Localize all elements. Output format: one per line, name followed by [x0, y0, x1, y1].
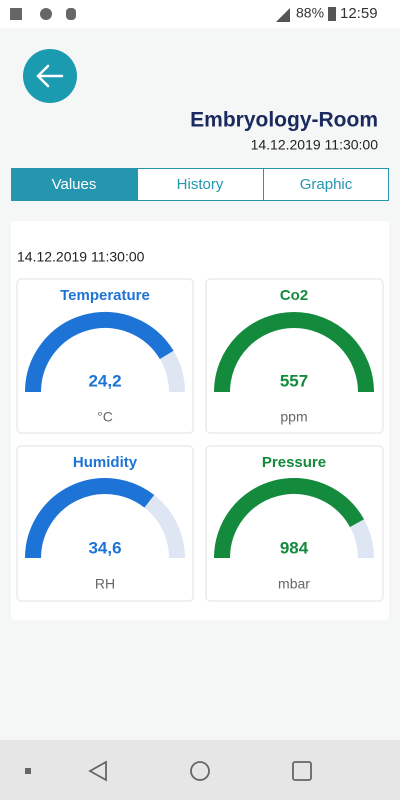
- gauge-fill: [214, 312, 374, 393]
- gauge-value: 34,6: [88, 538, 121, 557]
- card: [205, 445, 384, 602]
- card: [205, 278, 384, 434]
- battery-icon: [328, 7, 336, 21]
- time-text: 12:59: [340, 5, 378, 22]
- card: [16, 278, 194, 434]
- gauge-fill: [25, 478, 155, 559]
- nav-menu[interactable]: [25, 768, 31, 774]
- status-icon: [40, 8, 52, 20]
- gauge-value: 557: [280, 371, 308, 390]
- card: [16, 445, 194, 602]
- nav-recents[interactable]: [292, 761, 312, 781]
- gauge-value: 984: [280, 538, 309, 557]
- gauge-title: Pressure: [262, 454, 326, 471]
- nav-home[interactable]: [190, 761, 210, 781]
- panel-datetime: 14.12.2019 11:30:00: [17, 249, 145, 265]
- room-title: Embryology-Room: [190, 109, 378, 132]
- nav-bar: [0, 740, 400, 800]
- gauge-unit: °C: [97, 409, 113, 425]
- signal-icon: [276, 8, 290, 22]
- gauge-card: Co2 557 ppm: [205, 278, 384, 434]
- tab[interactable]: [11, 168, 138, 201]
- gauge-title: Co2: [280, 287, 308, 304]
- tab-label: Values: [52, 176, 97, 193]
- gauge-fill: [25, 312, 174, 393]
- gauge-card: Pressure 984 mbar: [205, 445, 384, 602]
- gauge-fill: [214, 477, 364, 559]
- gauge-card: Humidity 34,6 RH: [16, 445, 194, 602]
- back-arrow: [36, 64, 64, 88]
- tab-label: History: [177, 176, 224, 193]
- battery-text: 88%: [296, 5, 324, 21]
- status-icon: [10, 8, 22, 20]
- nav-back[interactable]: [88, 760, 107, 782]
- tab-label: Graphic: [300, 176, 353, 193]
- header-datetime: 14.12.2019 11:30:00: [251, 137, 379, 153]
- gauge-title: Humidity: [73, 454, 138, 471]
- gauge-unit: mbar: [278, 576, 310, 592]
- gauge-unit: ppm: [280, 409, 307, 425]
- gauge-title: Temperature: [60, 287, 150, 304]
- tab[interactable]: [137, 168, 264, 201]
- gauge-card: Temperature 24,2 °C: [16, 278, 194, 434]
- tab[interactable]: [263, 168, 389, 201]
- gauge-value: 24,2: [88, 371, 121, 390]
- gauge-unit: RH: [95, 576, 115, 592]
- status-icon: [66, 8, 76, 20]
